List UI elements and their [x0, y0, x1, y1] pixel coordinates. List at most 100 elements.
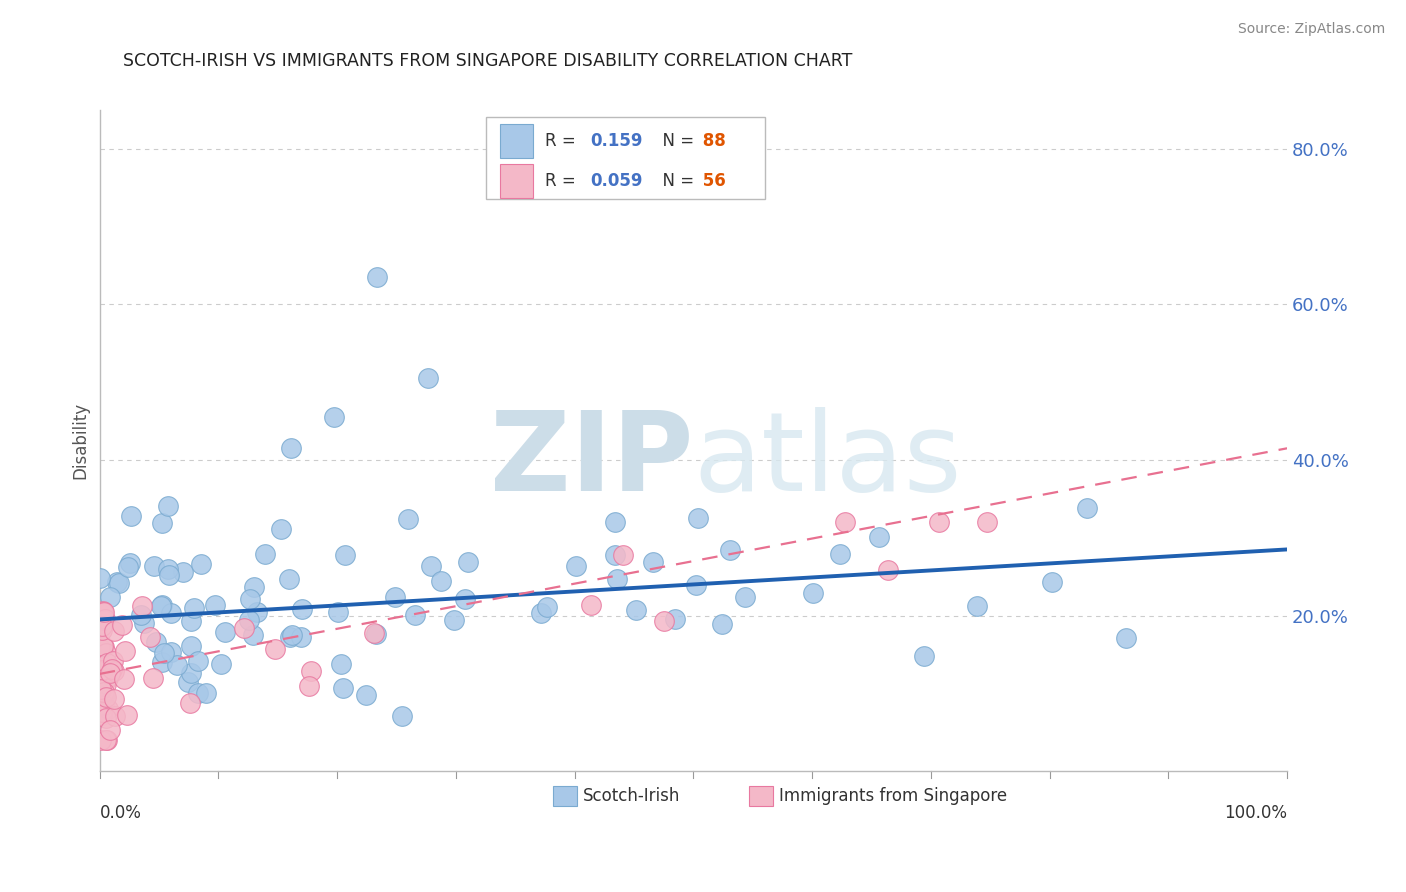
Point [454, 591, 477, 606]
Point [90, 681, 112, 696]
Point [323, 410, 346, 425]
Point [94, 646, 117, 660]
Text: SCOTCH-IRISH VS IMMIGRANTS FROM SINGAPORE DISABILITY CORRELATION CHART: SCOTCH-IRISH VS IMMIGRANTS FROM SINGAPOR… [124, 53, 853, 70]
Point [90, 707, 112, 722]
Point [443, 613, 465, 627]
Point [711, 617, 734, 632]
Point [93, 640, 115, 655]
Point [686, 511, 709, 525]
Point [150, 656, 173, 670]
Point [333, 548, 356, 562]
Point [93, 605, 115, 619]
Point [330, 657, 353, 672]
Point [734, 590, 756, 604]
Point [685, 578, 707, 592]
Point [180, 639, 202, 653]
Point [243, 580, 266, 594]
Point [115, 708, 138, 723]
Text: 0.059: 0.059 [591, 172, 643, 190]
Point [430, 574, 453, 589]
Point [94, 612, 117, 626]
Point [280, 442, 302, 456]
Point [103, 654, 125, 668]
Point [91, 619, 114, 633]
Text: Source: ZipAtlas.com: Source: ZipAtlas.com [1237, 22, 1385, 37]
Point [291, 602, 314, 616]
Point [1076, 501, 1098, 516]
Point [150, 516, 173, 531]
Point [94, 676, 117, 690]
Point [93, 613, 115, 627]
Point [96, 733, 118, 747]
Point [652, 614, 675, 628]
Point [132, 615, 155, 630]
Text: Immigrants from Singapore: Immigrants from Singapore [779, 788, 1007, 805]
Point [718, 543, 741, 558]
Point [876, 563, 898, 577]
Point [177, 674, 200, 689]
Text: 56: 56 [697, 172, 725, 190]
Point [111, 618, 134, 632]
Point [120, 509, 142, 524]
Point [138, 630, 160, 644]
Text: 100.0%: 100.0% [1225, 805, 1286, 822]
Text: 88: 88 [697, 132, 725, 150]
Point [98, 590, 121, 604]
Point [187, 686, 209, 700]
Point [290, 631, 312, 645]
Point [536, 599, 558, 614]
Point [180, 614, 202, 628]
Point [157, 568, 180, 582]
Point [104, 709, 127, 723]
Point [91, 604, 114, 618]
Point [801, 586, 824, 600]
Point [299, 664, 322, 678]
Text: R =: R = [546, 132, 586, 150]
Point [94, 690, 117, 705]
Point [159, 645, 181, 659]
Point [420, 559, 443, 574]
Point [384, 590, 406, 604]
Point [277, 572, 299, 586]
Point [187, 654, 209, 668]
Point [270, 522, 292, 536]
Point [105, 574, 128, 589]
Text: atlas: atlas [693, 407, 962, 514]
Point [153, 647, 176, 661]
Point [966, 599, 988, 613]
Point [354, 688, 377, 702]
Point [912, 648, 935, 663]
Point [166, 658, 188, 673]
Point [366, 627, 388, 641]
Point [94, 687, 117, 701]
Point [172, 565, 194, 579]
Point [332, 681, 354, 696]
Point [131, 599, 153, 614]
Text: R =: R = [546, 172, 581, 190]
Point [183, 601, 205, 615]
Point [180, 665, 202, 680]
Point [103, 624, 125, 638]
Point [108, 576, 131, 591]
Point [457, 555, 479, 569]
Point [157, 562, 180, 576]
Point [114, 644, 136, 658]
Text: ZIP: ZIP [491, 407, 693, 514]
Point [281, 628, 304, 642]
Point [94, 733, 117, 747]
Point [834, 515, 856, 529]
Point [1115, 631, 1137, 645]
Point [149, 599, 172, 614]
Point [97, 671, 120, 685]
Point [976, 515, 998, 529]
Point [156, 499, 179, 513]
Point [1040, 574, 1063, 589]
Point [263, 641, 285, 656]
Point [94, 711, 117, 725]
Point [238, 614, 260, 628]
Point [93, 685, 115, 699]
FancyBboxPatch shape [749, 787, 773, 806]
Text: 0.0%: 0.0% [100, 805, 142, 822]
Point [96, 656, 118, 670]
Point [89, 571, 111, 585]
